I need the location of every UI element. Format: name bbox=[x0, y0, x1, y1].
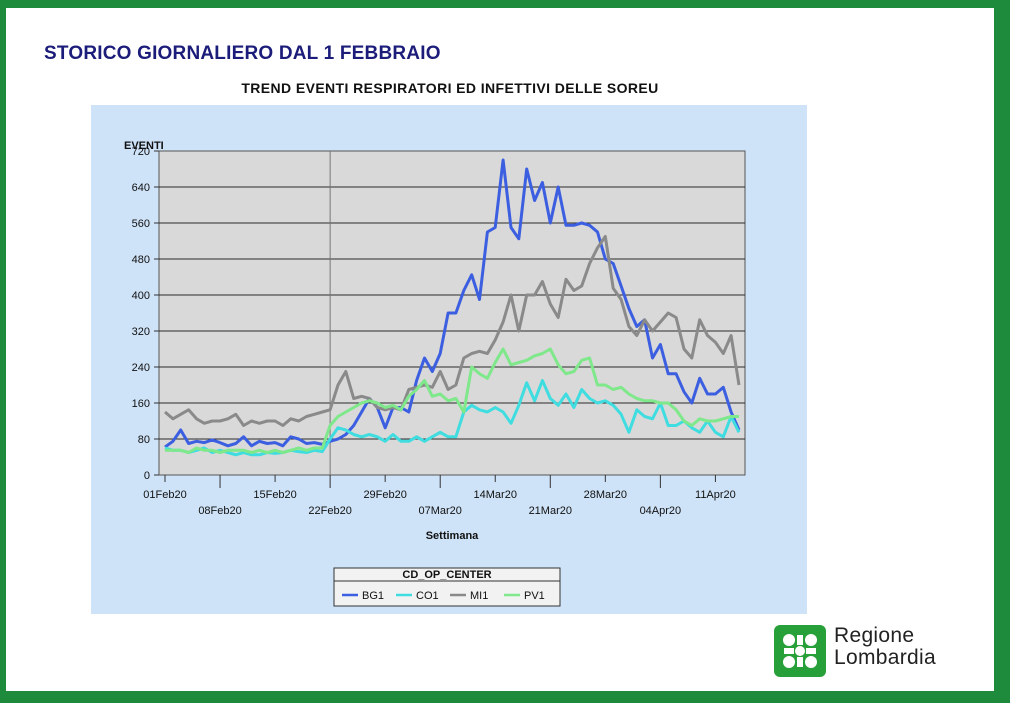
y-tick-label: 80 bbox=[138, 434, 150, 446]
legend-box bbox=[333, 567, 561, 607]
series-line-co1 bbox=[164, 379, 741, 457]
x-tick-label: 29Feb20 bbox=[363, 489, 406, 501]
legend-label-bg1: BG1 bbox=[362, 590, 384, 602]
y-axis-label: EVENTI bbox=[124, 140, 164, 152]
legend: CD_OP_CENTER BG1 CO1 MI1 PV1 bbox=[333, 567, 561, 607]
x-tick-label: 22Feb20 bbox=[308, 505, 351, 517]
series-line-pv1 bbox=[165, 347, 739, 454]
legend-label-pv1: PV1 bbox=[524, 590, 545, 602]
x-axis-label: Settimana bbox=[426, 530, 479, 542]
lombardia-rose-icon bbox=[774, 625, 826, 677]
x-tick-label: 04Apr20 bbox=[640, 505, 682, 517]
logo-line-1: Regione bbox=[834, 624, 915, 647]
y-tick-label: 560 bbox=[132, 218, 150, 230]
x-tick-label: 08Feb20 bbox=[198, 505, 241, 517]
bottom-band bbox=[0, 691, 1010, 703]
logo-text: Regione Lombardia bbox=[834, 625, 936, 669]
legend-label-mi1: MI1 bbox=[470, 590, 488, 602]
x-axis: 01Feb20 08Feb20 15Feb20 22Feb20 29Feb20 07Mar… bbox=[143, 475, 736, 517]
y-axis: 0 80 160 240 320 400 480 560 640 720 bbox=[132, 146, 159, 482]
logo-line-2: Lombardia bbox=[834, 646, 936, 669]
y-tick-label: 0 bbox=[144, 470, 150, 482]
chart-panel: 0 80 160 240 320 400 480 560 640 720 01Feb20 08Feb… bbox=[91, 105, 807, 614]
y-tick-label: 720 bbox=[132, 146, 150, 158]
y-tick-label: 160 bbox=[132, 398, 150, 410]
line-chart: 0 80 160 240 320 400 480 560 640 720 01Feb20 08Feb… bbox=[124, 140, 746, 607]
x-tick-label: 07Mar20 bbox=[418, 505, 461, 517]
x-tick-label: 01Feb20 bbox=[143, 489, 186, 501]
y-tick-label: 240 bbox=[132, 362, 150, 374]
x-tick-label: 28Mar20 bbox=[584, 489, 627, 501]
x-tick-label: 11Apr20 bbox=[695, 489, 736, 501]
x-tick-label: 15Feb20 bbox=[253, 489, 296, 501]
slide-title: STORICO GIORNALIERO DAL 1 FEBBRAIO bbox=[44, 43, 441, 64]
legend-title: CD_OP_CENTER bbox=[402, 569, 491, 581]
chart-title: TREND EVENTI RESPIRATORI ED INFETTIVI DE… bbox=[241, 80, 659, 96]
y-tick-label: 480 bbox=[132, 254, 150, 266]
x-tick-label: 14Mar20 bbox=[474, 489, 517, 501]
series-lines bbox=[164, 158, 741, 457]
y-tick-label: 320 bbox=[132, 326, 150, 338]
legend-label-co1: CO1 bbox=[416, 590, 439, 602]
regione-lombardia-logo: Regione Lombardia bbox=[774, 621, 984, 681]
x-tick-label: 21Mar20 bbox=[529, 505, 572, 517]
y-tick-label: 640 bbox=[132, 182, 150, 194]
y-tick-label: 400 bbox=[132, 290, 150, 302]
series-line-mi1 bbox=[164, 235, 741, 427]
